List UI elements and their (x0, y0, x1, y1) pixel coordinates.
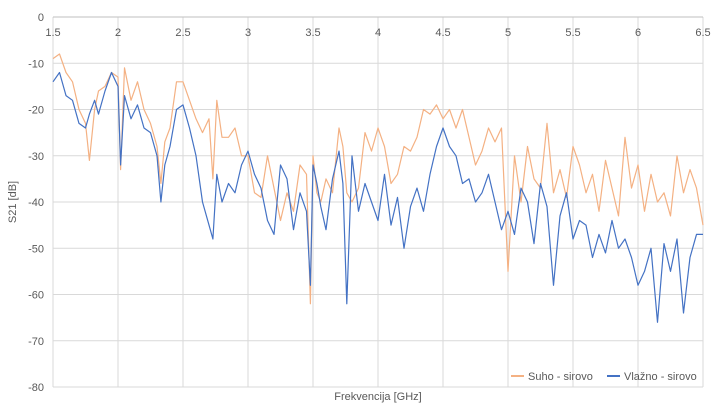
y-tick-label: -30 (28, 151, 44, 163)
x-tick-label: 3.5 (305, 27, 320, 39)
y-tick-label: -40 (28, 197, 44, 209)
series-lines (52, 53, 704, 323)
x-tick-label: 4.5 (435, 27, 450, 39)
series-line-suho (52, 53, 704, 305)
x-tick-label: 5 (505, 27, 511, 39)
x-tick-label: 2 (115, 27, 121, 39)
y-tick-label: -50 (28, 243, 44, 255)
y-tick-label: -70 (28, 336, 44, 348)
y-tick-label: -20 (28, 105, 44, 117)
x-tick-label: 2.5 (175, 27, 190, 39)
y-tick-label: -80 (28, 382, 44, 394)
y-axis-title: S21 [dB] (7, 181, 19, 223)
x-tick-label: 5.5 (565, 27, 580, 39)
x-tick-label: 6.5 (695, 27, 710, 39)
x-tick-label: 6 (635, 27, 641, 39)
legend-label-suho: Suho - sirovo (528, 371, 593, 383)
y-tick-label: -10 (28, 58, 44, 70)
legend-label-vlazno: Vlažno - sirovo (624, 371, 697, 383)
x-tick-label: 4 (375, 27, 381, 39)
x-axis-title: Frekvencija [GHz] (334, 391, 421, 403)
y-tick-label: -60 (28, 290, 44, 302)
gridlines (52, 17, 704, 388)
y-tick-label: 0 (38, 12, 44, 24)
x-tick-labels: 1.5 2 2.5 3 3.5 4 4.5 5 5.5 6 6.5 (45, 27, 710, 39)
y-tick-labels: 0 -10 -20 -30 -40 -50 -60 -70 -80 (28, 12, 44, 394)
series-line-vlazno (52, 71, 703, 323)
x-tick-label: 3 (245, 27, 251, 39)
legend: Suho - sirovo Vlažno - sirovo (511, 371, 697, 383)
x-tick-label: 1.5 (45, 27, 60, 39)
